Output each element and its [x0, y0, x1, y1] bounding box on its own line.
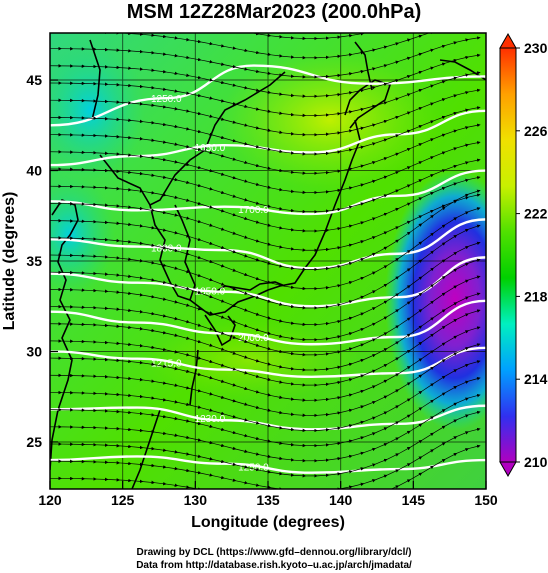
- colorbar-tick-label: 230: [524, 40, 548, 56]
- contour-label: 1850.0: [195, 286, 226, 297]
- x-tick-label: 130: [184, 492, 208, 508]
- contour-label: 1250.0: [151, 94, 182, 105]
- y-tick-label: 25: [26, 434, 42, 450]
- x-axis-label: Longitude (degrees): [191, 514, 345, 531]
- contour-line: [50, 455, 486, 474]
- y-tick-label: 45: [26, 72, 42, 88]
- contour-label: 1800.0: [151, 244, 182, 255]
- credit-data: Data from http://database.rish.kyoto–u.a…: [136, 560, 412, 571]
- x-tick-label: 145: [402, 492, 426, 508]
- contour-label: 1250.0: [238, 463, 269, 474]
- x-axis-ticks: 120 125 130 135 140 145 150: [38, 481, 498, 508]
- y-tick-label: 40: [26, 163, 42, 179]
- colorbar-tick-label: 222: [524, 206, 548, 222]
- contour-line: [50, 299, 486, 346]
- contour-label: 1215.0: [151, 358, 182, 369]
- colorbar-tick-label: 210: [524, 454, 548, 470]
- colorbar: 230 226 222 218 214 210: [499, 32, 548, 478]
- figure-title: MSM 12Z28Mar2023 (200.0hPa): [126, 1, 422, 23]
- contour-label: 1650.0: [195, 143, 226, 154]
- contour-label: 1230.0: [195, 414, 226, 425]
- colorbar-ticks: 230 226 222 218 214 210: [516, 40, 548, 470]
- coastlines: [50, 39, 486, 489]
- height-contours: 1250.0 1650.0 1700.0 1800.0 1850.0 2000.0 1215…: [50, 64, 486, 474]
- y-tick-label: 30: [26, 343, 42, 359]
- contour-label: 1700.0: [238, 205, 269, 216]
- colorbar-max-arrow: [499, 32, 517, 49]
- x-tick-label: 140: [329, 492, 353, 508]
- y-axis-label: Latitude (degrees): [1, 192, 18, 331]
- contour-line: [50, 256, 486, 308]
- wind-vectors: [50, 33, 481, 489]
- colorbar-tick-label: 226: [524, 123, 548, 139]
- x-tick-label: 150: [474, 492, 498, 508]
- y-tick-label: 35: [26, 253, 42, 269]
- colorbar-min-arrow: [499, 461, 517, 478]
- cool-region-northwest: [50, 40, 145, 180]
- colorbar-tick-label: 214: [524, 371, 548, 387]
- contour-label: 2000.0: [238, 333, 269, 344]
- colorbar-tick-label: 218: [524, 288, 548, 304]
- credit-drawing: Drawing by DCL (https://www.gfd–dennou.o…: [136, 547, 412, 558]
- y-axis-ticks: 25 30 35 40 45: [26, 72, 58, 450]
- contour-line: [50, 64, 486, 127]
- contour-line: [50, 169, 486, 216]
- contour-line: [50, 404, 486, 431]
- colorbar-scale: [499, 47, 517, 463]
- x-tick-label: 125: [111, 492, 135, 508]
- map-area: 1250.0 1650.0 1700.0 1800.0 1850.0 2000.0 1215…: [50, 33, 486, 489]
- x-tick-label: 135: [256, 492, 280, 508]
- contour-line: [50, 346, 486, 379]
- x-tick-label: 120: [38, 492, 62, 508]
- contour-line: [50, 218, 486, 270]
